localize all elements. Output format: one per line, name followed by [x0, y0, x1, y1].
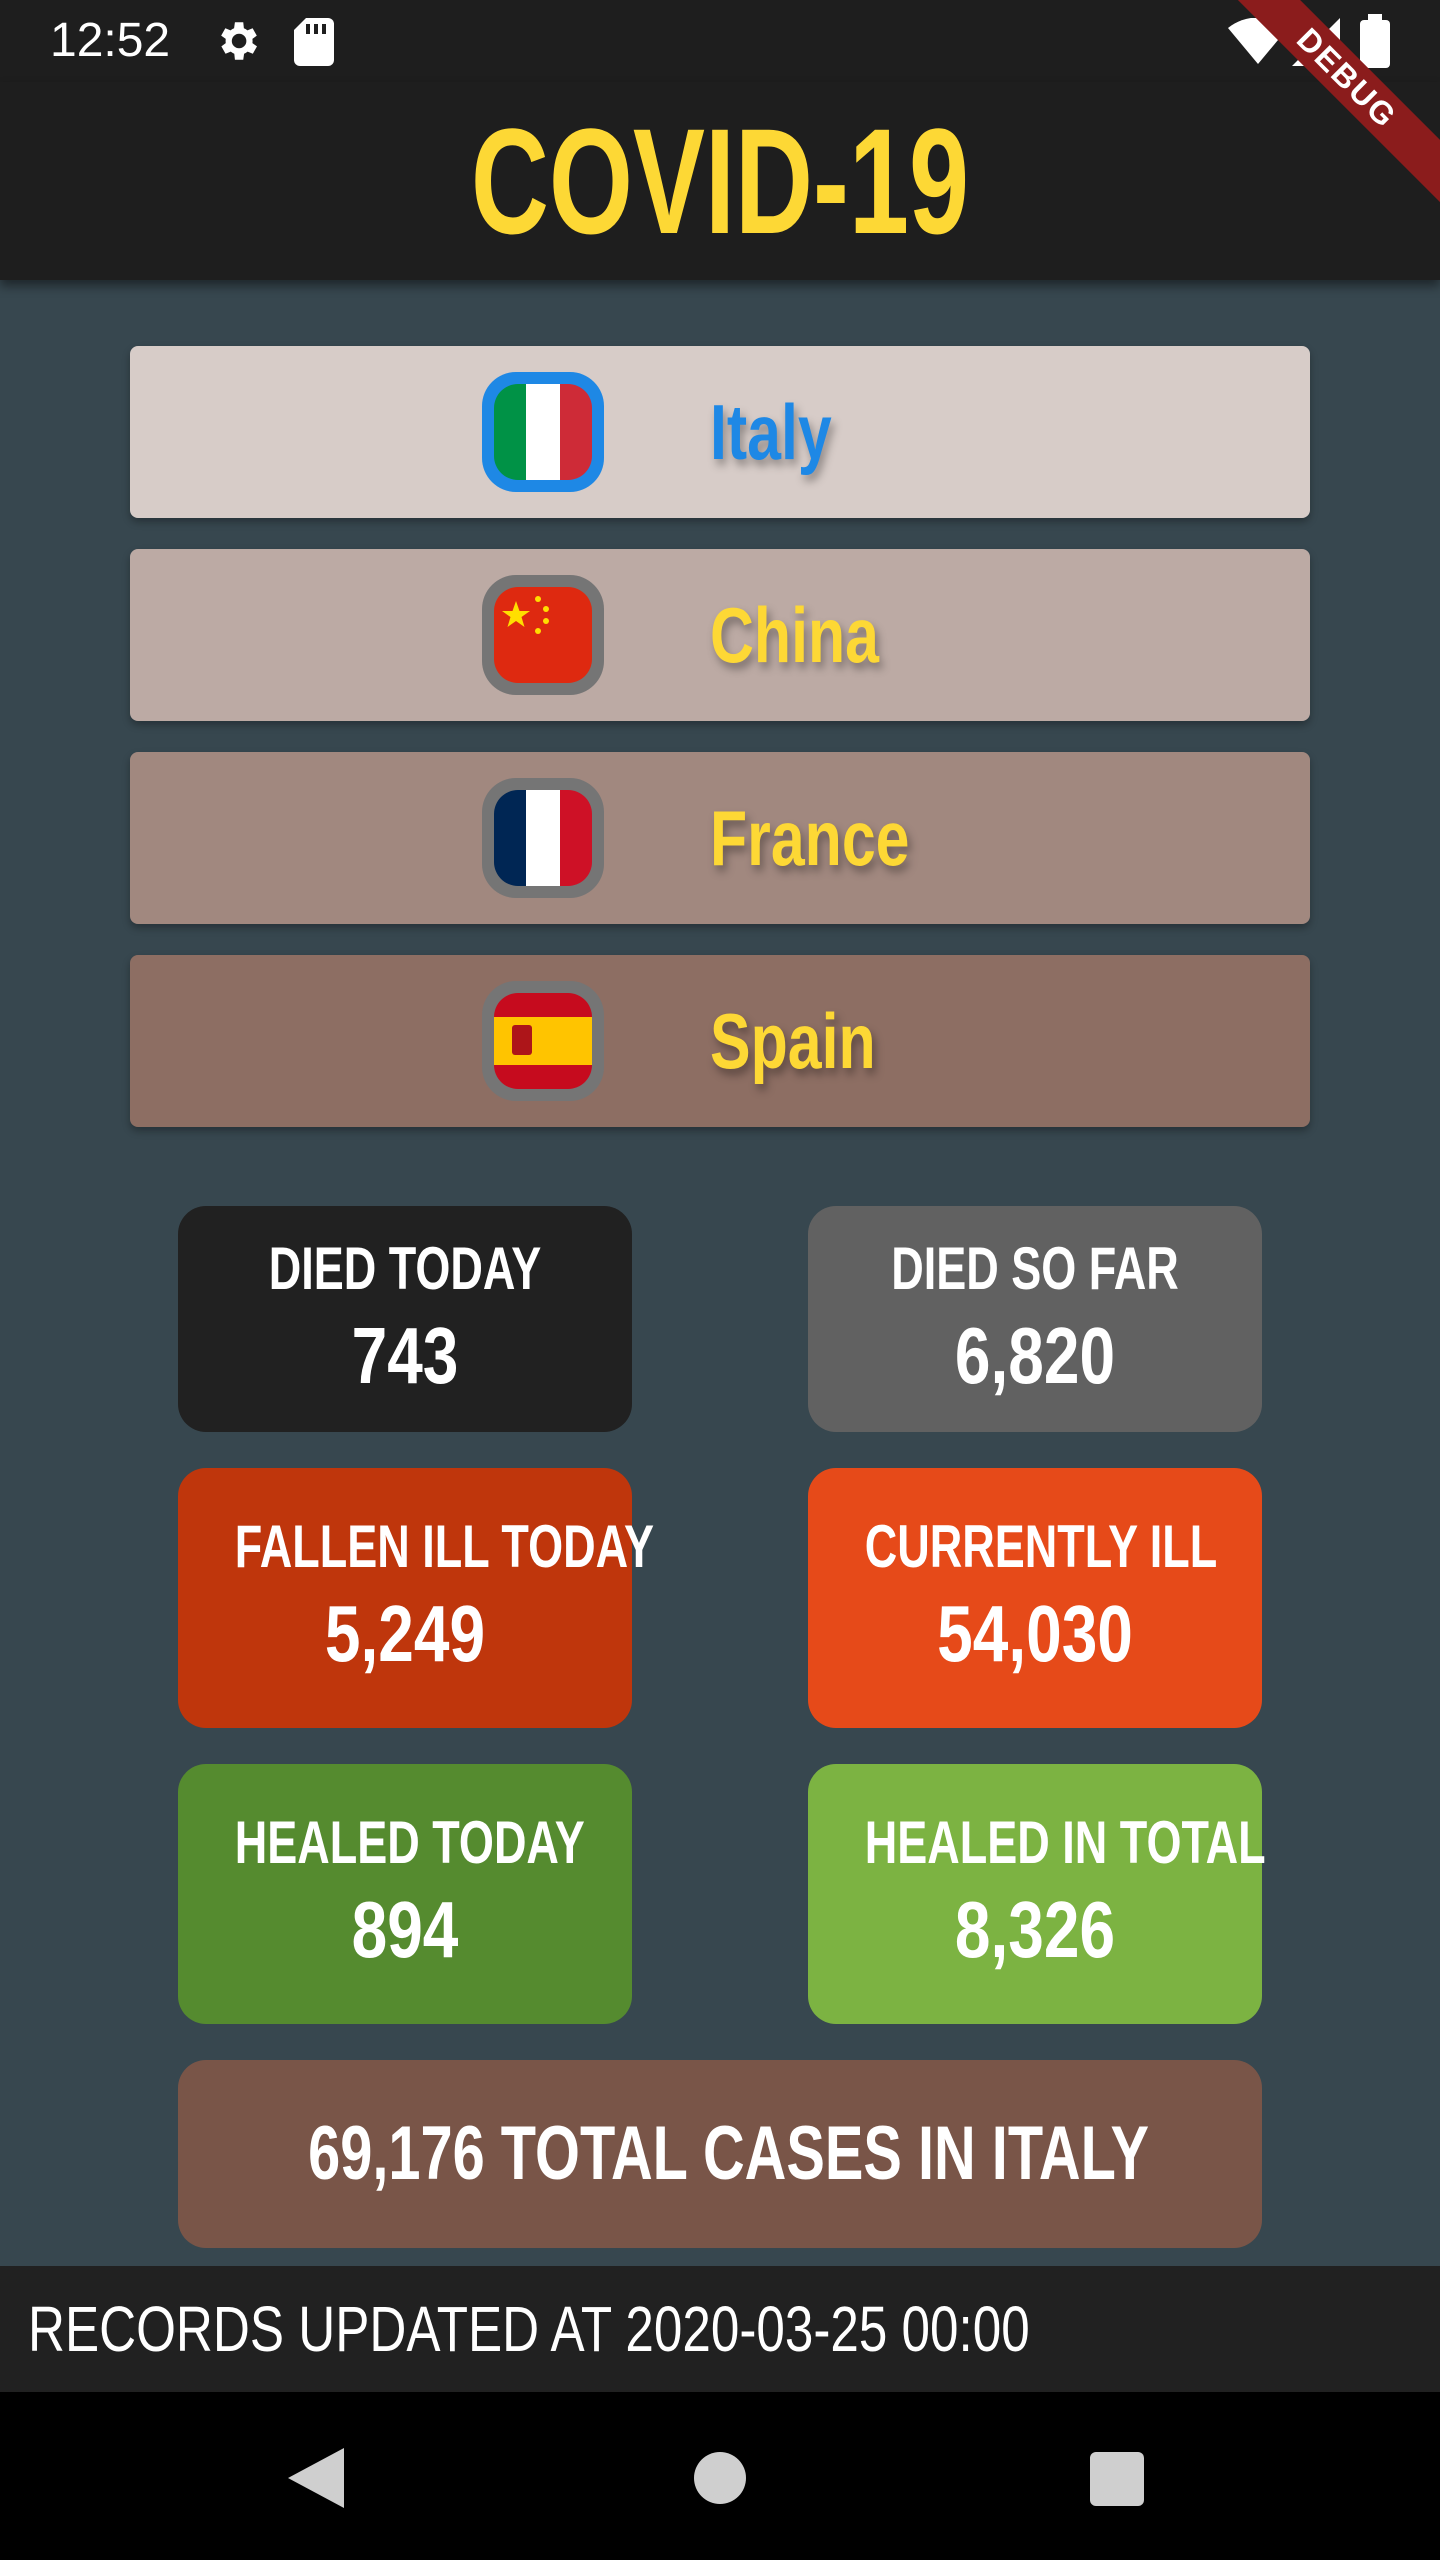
- flag-frame: [482, 575, 604, 695]
- country-label: Spain: [710, 997, 876, 1085]
- country-item-france[interactable]: France: [130, 752, 1310, 924]
- app-bar: COVID-19: [0, 82, 1440, 280]
- records-updated-text: RECORDS UPDATED AT 2020-03-25 00:00: [28, 2293, 1030, 2365]
- debug-ribbon-label: DEBUG: [1214, 0, 1440, 211]
- flag-frame: [482, 372, 604, 492]
- currently-ill-value: 54,030: [937, 1589, 1133, 1678]
- died-so-far-label: DIED SO FAR: [891, 1235, 1179, 1302]
- records-updated-footer: RECORDS UPDATED AT 2020-03-25 00:00: [0, 2266, 1440, 2392]
- currently-ill-card: CURRENTLY ILL 54,030: [808, 1468, 1262, 1728]
- healed-in-total-value: 8,326: [954, 1885, 1116, 1974]
- fallen-ill-today-value: 5,249: [324, 1589, 486, 1678]
- healed-today-card: HEALED TODAY 894: [178, 1764, 632, 2024]
- total-cases-text: 69,176 TOTAL CASES IN ITALY: [308, 2111, 1150, 2196]
- france-flag-icon: [494, 790, 592, 886]
- died-today-label: DIED TODAY: [268, 1235, 542, 1302]
- back-icon[interactable]: [288, 2448, 344, 2508]
- flag-frame: [482, 778, 604, 898]
- country-item-china[interactable]: China: [130, 549, 1310, 721]
- settings-icon: [221, 22, 257, 60]
- country-item-spain[interactable]: Spain: [130, 955, 1310, 1127]
- flag-frame: [482, 981, 604, 1101]
- total-cases-card: 69,176 TOTAL CASES IN ITALY: [178, 2060, 1262, 2248]
- country-label: China: [710, 591, 880, 679]
- died-so-far-value: 6,820: [954, 1311, 1116, 1400]
- died-today-value: 743: [351, 1311, 459, 1400]
- home-icon[interactable]: [694, 2452, 746, 2504]
- country-label: Italy: [710, 388, 832, 476]
- system-nav-bar: [0, 2392, 1440, 2560]
- country-label: France: [710, 794, 910, 882]
- battery-icon: [1360, 14, 1390, 68]
- healed-in-total-card: HEALED IN TOTAL 8,326: [808, 1764, 1266, 2024]
- fallen-ill-today-label: FALLEN ILL TODAY: [234, 1513, 654, 1580]
- fallen-ill-today-card: FALLEN ILL TODAY 5,249: [178, 1468, 654, 1728]
- healed-today-label: HEALED TODAY: [234, 1809, 585, 1876]
- china-flag-icon: [494, 587, 592, 683]
- italy-flag-icon: [494, 384, 592, 480]
- page-title: COVID-19: [470, 97, 970, 265]
- healed-in-total-label: HEALED IN TOTAL: [864, 1809, 1266, 1876]
- debug-banner: DEBUG: [1180, 0, 1440, 280]
- sd-card-icon: [294, 18, 334, 66]
- spain-flag-icon: [494, 993, 592, 1089]
- status-time: 12:52: [50, 14, 171, 67]
- currently-ill-label: CURRENTLY ILL: [864, 1513, 1218, 1580]
- died-so-far-card: DIED SO FAR 6,820: [808, 1206, 1262, 1432]
- recents-icon[interactable]: [1090, 2452, 1144, 2506]
- healed-today-value: 894: [351, 1885, 459, 1974]
- country-item-italy[interactable]: Italy: [130, 346, 1310, 518]
- died-today-card: DIED TODAY 743: [178, 1206, 632, 1432]
